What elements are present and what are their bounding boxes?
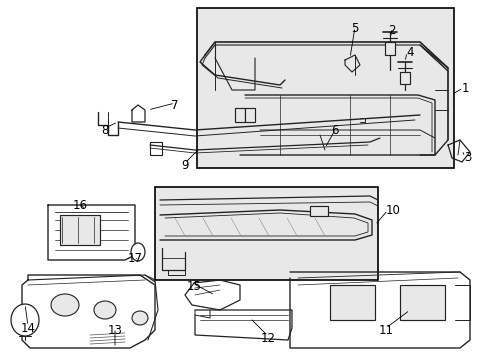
Text: 12: 12 — [260, 332, 275, 345]
Bar — [399, 72, 409, 84]
Text: 11: 11 — [378, 324, 393, 337]
Text: 13: 13 — [107, 324, 122, 337]
Ellipse shape — [51, 294, 79, 316]
Text: 9: 9 — [181, 158, 188, 171]
Text: 14: 14 — [20, 321, 36, 334]
Ellipse shape — [131, 243, 145, 261]
Bar — [60, 215, 100, 245]
Bar — [155, 187, 377, 280]
Text: 5: 5 — [350, 22, 358, 35]
Text: 6: 6 — [330, 123, 338, 136]
Text: 15: 15 — [186, 279, 201, 292]
Text: 7: 7 — [171, 99, 179, 112]
Ellipse shape — [11, 304, 39, 336]
Text: 4: 4 — [405, 45, 413, 59]
Text: 8: 8 — [101, 123, 108, 136]
Bar — [244, 108, 254, 122]
Text: 16: 16 — [72, 198, 87, 212]
Bar — [309, 206, 327, 216]
Bar — [235, 108, 244, 122]
Text: 1: 1 — [461, 81, 468, 95]
Text: 10: 10 — [385, 203, 400, 216]
Bar — [384, 42, 394, 55]
Text: 2: 2 — [387, 23, 395, 36]
Ellipse shape — [132, 311, 148, 325]
Text: 17: 17 — [127, 252, 142, 265]
Ellipse shape — [94, 301, 116, 319]
Text: 3: 3 — [463, 150, 470, 163]
Bar — [399, 285, 444, 320]
Bar — [329, 285, 374, 320]
Bar — [197, 8, 453, 168]
